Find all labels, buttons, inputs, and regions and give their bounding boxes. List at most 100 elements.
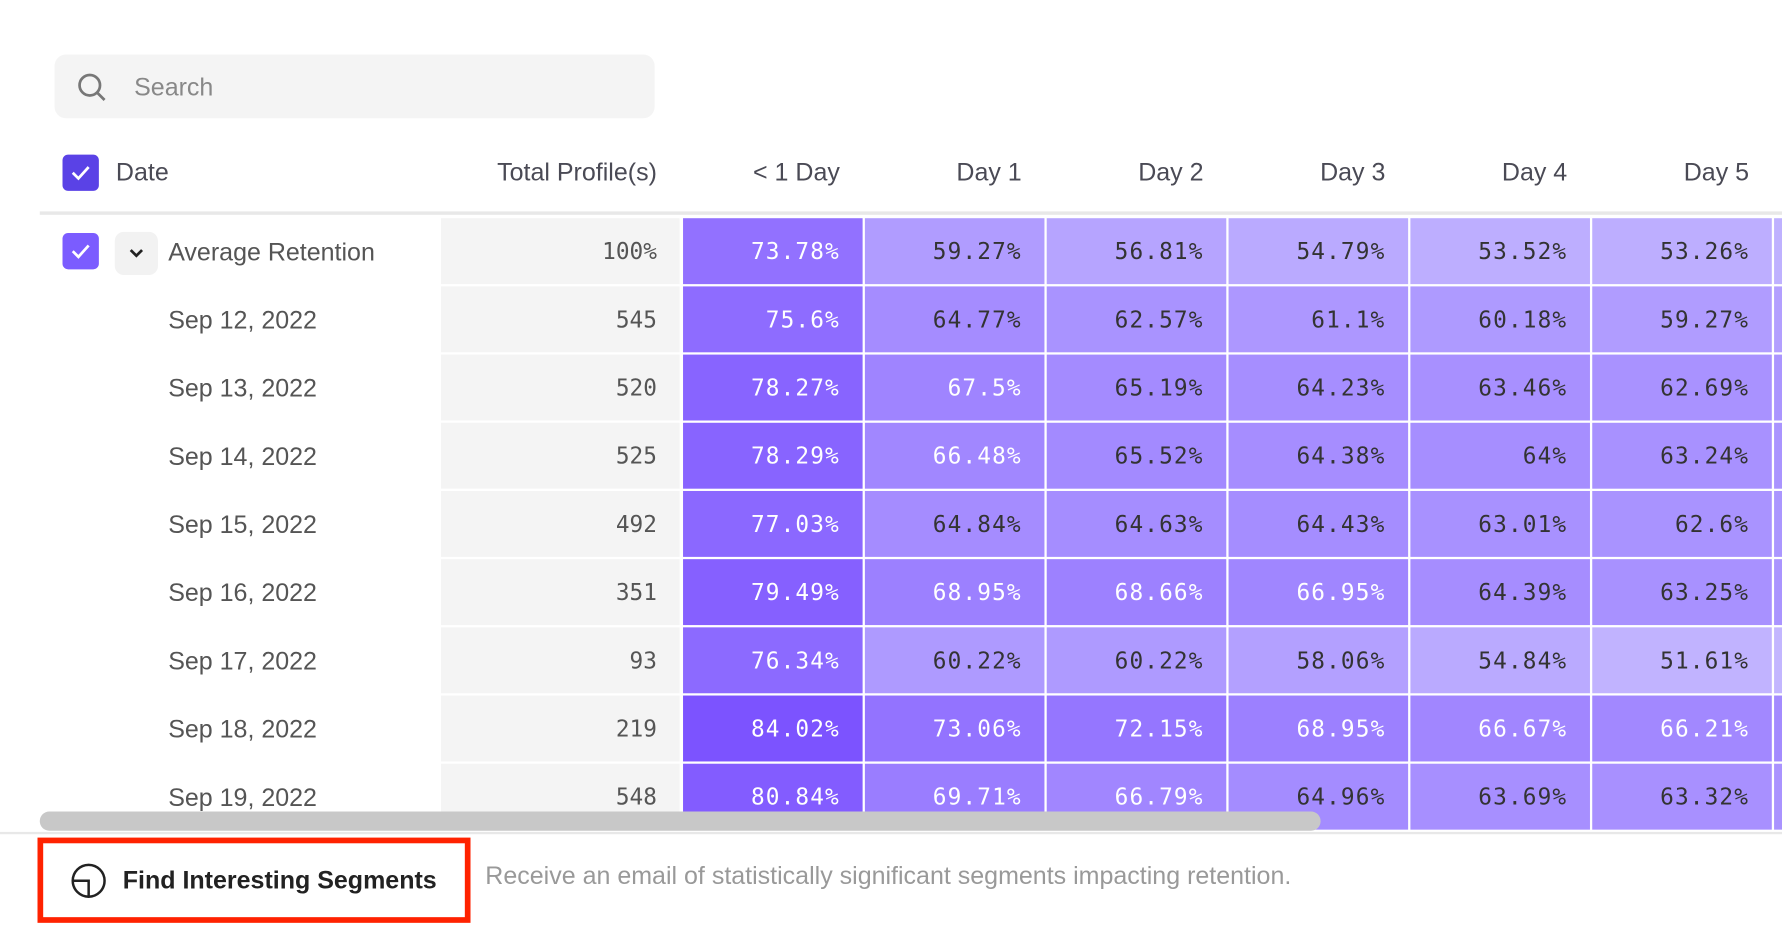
retention-cell[interactable]: 63.25%: [1592, 559, 1772, 626]
retention-cell-overflow[interactable]: [1774, 627, 1782, 694]
retention-cell[interactable]: 54.84%: [1410, 627, 1590, 694]
retention-cell[interactable]: 59.27%: [864, 218, 1045, 285]
retention-cell[interactable]: 60.18%: [1410, 286, 1590, 353]
column-header-day[interactable]: Day 3: [1320, 157, 1386, 187]
retention-cell-overflow[interactable]: [1774, 490, 1782, 557]
retention-cell[interactable]: 53.26%: [1592, 218, 1772, 285]
table-row: Sep 12, 2022 545 75.6% 64.77% 62.57% 61.1% 60.…: [0, 286, 1782, 354]
retention-cell-overflow[interactable]: [1774, 559, 1782, 626]
column-header-day[interactable]: Day 5: [1683, 157, 1750, 187]
retention-cell[interactable]: 60.22%: [1046, 627, 1227, 694]
select-all-checkbox[interactable]: [62, 154, 99, 191]
collapse-button[interactable]: [114, 231, 158, 276]
column-header-day[interactable]: Day 2: [1138, 157, 1204, 187]
check-icon: [71, 244, 90, 259]
retention-cell[interactable]: 78.27%: [683, 354, 863, 421]
column-header-day[interactable]: Day 1: [956, 157, 1022, 187]
row-date: Sep 16, 2022: [168, 578, 317, 607]
chevron-down-icon: [129, 249, 144, 258]
average-retention-row: Average Retention 100% 73.78% 59.27% 56.81% 5…: [0, 218, 1782, 286]
retention-cell-overflow[interactable]: [1774, 695, 1782, 762]
segments-icon: [71, 863, 106, 898]
total-profiles-cell: 219: [440, 695, 680, 762]
retention-cell[interactable]: 62.69%: [1592, 354, 1772, 421]
retention-cell[interactable]: 61.1%: [1228, 286, 1409, 353]
retention-cell[interactable]: 64%: [1410, 422, 1590, 489]
retention-cell[interactable]: 60.22%: [864, 627, 1045, 694]
row-date: Sep 15, 2022: [168, 510, 317, 539]
retention-cell[interactable]: 68.95%: [864, 559, 1045, 626]
retention-cell[interactable]: 54.79%: [1228, 218, 1409, 285]
retention-cell[interactable]: 58.06%: [1228, 627, 1409, 694]
retention-cell-overflow[interactable]: [1774, 286, 1782, 353]
retention-cell[interactable]: 73.78%: [683, 218, 863, 285]
retention-cell[interactable]: 63.69%: [1410, 763, 1590, 830]
total-profiles-cell: 93: [440, 627, 680, 694]
retention-cell[interactable]: 59.27%: [1592, 286, 1772, 353]
retention-cell-overflow[interactable]: [1774, 218, 1782, 285]
footer-divider: [0, 831, 1782, 835]
retention-cell[interactable]: 68.95%: [1228, 695, 1409, 762]
retention-cell[interactable]: 53.52%: [1410, 218, 1590, 285]
retention-cell[interactable]: 63.24%: [1592, 422, 1772, 489]
search-box[interactable]: [54, 54, 655, 121]
column-header-day[interactable]: < 1 Day: [753, 157, 840, 187]
retention-cell[interactable]: 66.95%: [1228, 559, 1409, 626]
retention-cell[interactable]: 68.66%: [1046, 559, 1227, 626]
total-profiles-cell: 351: [440, 559, 680, 626]
retention-cell[interactable]: 63.32%: [1592, 763, 1772, 830]
table-row: Sep 13, 2022 520 78.27% 67.5% 65.19% 64.23% 63…: [0, 354, 1782, 423]
search-input[interactable]: [131, 54, 637, 121]
find-interesting-segments-button[interactable]: Find Interesting Segments: [37, 837, 471, 923]
average-checkbox[interactable]: [62, 232, 99, 270]
row-date: Sep 12, 2022: [168, 305, 317, 335]
retention-cell[interactable]: 62.6%: [1592, 490, 1772, 557]
retention-cell[interactable]: 64.38%: [1228, 422, 1409, 489]
table-row: Sep 14, 2022 525 78.29% 66.48% 65.52% 64.38% 6…: [0, 422, 1782, 491]
header-divider: [39, 211, 1782, 215]
row-date: Sep 14, 2022: [168, 442, 317, 471]
retention-cell[interactable]: 63.01%: [1410, 490, 1590, 557]
retention-cell[interactable]: 78.29%: [683, 422, 863, 489]
retention-cell-overflow[interactable]: [1774, 354, 1782, 421]
retention-cell-overflow[interactable]: [1774, 763, 1782, 830]
retention-cell[interactable]: 64.43%: [1228, 490, 1409, 557]
retention-cell[interactable]: 62.57%: [1046, 286, 1227, 353]
column-header-date[interactable]: Date: [115, 157, 169, 187]
horizontal-scrollbar[interactable]: [39, 811, 1321, 831]
table-row: Sep 16, 2022 351 79.49% 68.95% 68.66% 66.95% 6…: [0, 559, 1782, 627]
retention-cell[interactable]: 64.77%: [864, 286, 1045, 353]
retention-cell[interactable]: 73.06%: [864, 695, 1045, 762]
row-label: Average Retention: [168, 237, 375, 266]
column-header-day[interactable]: Day 4: [1501, 157, 1568, 187]
retention-cell[interactable]: 65.52%: [1046, 422, 1227, 489]
retention-cell[interactable]: 63.46%: [1410, 354, 1590, 421]
retention-cell[interactable]: 64.39%: [1410, 559, 1590, 626]
retention-cell[interactable]: 77.03%: [683, 490, 863, 557]
retention-cell[interactable]: 79.49%: [683, 559, 863, 626]
retention-cell[interactable]: 51.61%: [1592, 627, 1772, 694]
check-icon: [71, 166, 90, 181]
table-row: Sep 15, 2022 492 77.03% 64.84% 64.63% 64.43% 6…: [0, 490, 1782, 559]
retention-cell[interactable]: 66.21%: [1592, 695, 1772, 762]
retention-cell[interactable]: 64.63%: [1046, 490, 1227, 557]
retention-cell[interactable]: 84.02%: [683, 695, 863, 762]
search-icon: [78, 73, 106, 101]
retention-cell[interactable]: 64.84%: [864, 490, 1045, 557]
row-date: Sep 18, 2022: [168, 714, 317, 744]
table-row: Sep 18, 2022 219 84.02% 73.06% 72.15% 68.95% 6…: [0, 695, 1782, 764]
retention-cell[interactable]: 64.23%: [1228, 354, 1409, 421]
retention-cell[interactable]: 76.34%: [683, 627, 863, 694]
retention-cell[interactable]: 66.48%: [864, 422, 1045, 489]
retention-cell-overflow[interactable]: [1774, 422, 1782, 489]
total-profiles-cell: 100%: [440, 218, 680, 285]
retention-cell[interactable]: 67.5%: [864, 354, 1045, 421]
retention-cell[interactable]: 72.15%: [1046, 695, 1227, 762]
total-profiles-cell: 525: [440, 422, 680, 489]
retention-cell[interactable]: 75.6%: [683, 286, 863, 353]
column-header-total[interactable]: Total Profile(s): [497, 157, 657, 187]
retention-cell[interactable]: 65.19%: [1046, 354, 1227, 421]
retention-cell[interactable]: 56.81%: [1046, 218, 1227, 285]
retention-cell[interactable]: 66.67%: [1410, 695, 1590, 762]
